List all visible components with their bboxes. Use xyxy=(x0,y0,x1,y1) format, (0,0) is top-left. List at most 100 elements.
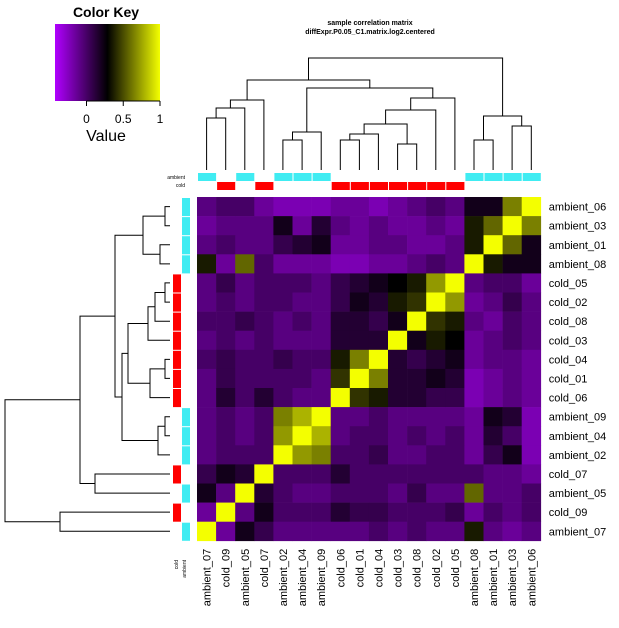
heatmap-cell-cold_03-cold_09 xyxy=(216,330,236,351)
heatmap-cell-cold_07-cold_05 xyxy=(445,464,465,484)
heatmap-cell-ambient_02-cold_03 xyxy=(388,445,408,465)
heatmap-cell-ambient_08-ambient_02 xyxy=(273,254,293,274)
col-annotation-cold_05 xyxy=(446,182,465,190)
col-annotation-ambient_01 xyxy=(484,173,503,181)
heatmap-cell-ambient_02-ambient_08 xyxy=(464,445,484,465)
col-label-ambient_08: ambient_08 xyxy=(469,549,481,607)
heatmap-cell-cold_08-cold_01 xyxy=(349,311,370,331)
heatmap-cell-cold_02-ambient_07 xyxy=(197,292,217,312)
heatmap-cell-cold_08-ambient_01 xyxy=(483,311,503,331)
heatmap-cell-cold_09-cold_08 xyxy=(407,502,427,522)
row-label-ambient_02: ambient_02 xyxy=(549,450,607,462)
col-label-ambient_02: ambient_02 xyxy=(278,549,290,607)
heatmap-cell-ambient_05-cold_08 xyxy=(407,483,427,503)
heatmap-cell-ambient_09-ambient_04 xyxy=(292,407,312,427)
heatmap-cell-cold_05-ambient_02 xyxy=(273,273,293,293)
annotation-label-ambient-rotated: ambient xyxy=(182,559,188,577)
heatmap-cell-ambient_04-ambient_04 xyxy=(292,426,312,446)
col-annotation-ambient_04 xyxy=(293,173,312,181)
heatmap-cell-ambient_05-ambient_03 xyxy=(502,483,522,503)
row-label-cold_03: cold_03 xyxy=(549,335,588,347)
heatmap-cell-ambient_01-cold_03 xyxy=(388,235,408,255)
heatmap-cell-ambient_06-ambient_08 xyxy=(464,197,484,217)
heatmap-cell-cold_02-cold_09 xyxy=(216,292,236,312)
heatmap-cell-cold_05-cold_02 xyxy=(426,273,446,293)
heatmap-cell-ambient_08-cold_02 xyxy=(426,254,446,274)
heatmap-cell-ambient_01-cold_09 xyxy=(216,235,236,255)
heatmap-cell-ambient_07-cold_01 xyxy=(349,521,370,542)
heatmap-cell-ambient_06-cold_01 xyxy=(349,197,370,217)
heatmap-cell-cold_04-ambient_01 xyxy=(483,349,503,370)
heatmap-cell-cold_04-ambient_03 xyxy=(502,349,522,370)
heatmap-cell-ambient_09-cold_05 xyxy=(445,407,465,427)
heatmap-cell-ambient_09-cold_08 xyxy=(407,407,427,427)
heatmap-cell-cold_05-ambient_04 xyxy=(292,273,312,293)
heatmap-cell-ambient_08-ambient_03 xyxy=(502,254,522,274)
col-label-cold_05: cold_05 xyxy=(450,549,462,588)
heatmap-cell-ambient_05-ambient_05 xyxy=(235,483,255,503)
heatmap-cell-cold_03-ambient_04 xyxy=(292,330,312,351)
heatmap-cell-cold_04-cold_05 xyxy=(445,349,465,370)
heatmap-cell-ambient_04-ambient_02 xyxy=(273,426,293,446)
row-annotation-cold_08 xyxy=(173,312,181,331)
heatmap-cell-ambient_01-ambient_04 xyxy=(292,235,312,255)
col-annotation-cold_07 xyxy=(255,182,274,190)
heatmap-cell-ambient_06-cold_07 xyxy=(254,197,274,217)
chart-title: sample correlation matrix xyxy=(327,20,412,27)
heatmap-cell-cold_09-ambient_04 xyxy=(292,502,312,522)
heatmap-cell-ambient_03-cold_04 xyxy=(368,216,389,236)
heatmap-cell-ambient_02-ambient_02 xyxy=(273,445,293,465)
heatmap-cell-cold_08-ambient_02 xyxy=(273,311,293,331)
heatmap-cell-ambient_07-cold_04 xyxy=(368,521,389,542)
row-label-ambient_09: ambient_09 xyxy=(549,412,607,424)
heatmap-cell-cold_07-cold_02 xyxy=(426,464,446,484)
heatmap-cell-ambient_07-cold_03 xyxy=(388,521,408,542)
heatmap-cell-ambient_08-ambient_01 xyxy=(483,254,503,274)
heatmap-cell-cold_01-cold_08 xyxy=(407,368,427,389)
heatmap-cell-cold_02-ambient_09 xyxy=(311,292,331,312)
heatmap-cell-ambient_05-cold_07 xyxy=(254,483,274,503)
heatmap-cell-ambient_08-ambient_07 xyxy=(197,254,217,274)
heatmap-cell-ambient_08-cold_03 xyxy=(388,254,408,274)
color-key-tick-label: 0.5 xyxy=(115,112,132,126)
color-key-gradient xyxy=(55,24,160,101)
heatmap-cell-cold_04-ambient_09 xyxy=(311,349,331,370)
heatmap-cell-cold_09-cold_09 xyxy=(216,502,236,522)
heatmap-cell-ambient_08-ambient_05 xyxy=(235,254,255,274)
column-labels: ambient_07 cold_09 ambient_05 cold_07 ambien… xyxy=(202,549,539,607)
heatmap-cell-ambient_05-cold_09 xyxy=(216,483,236,503)
heatmap-cell-cold_08-cold_05 xyxy=(445,311,465,331)
heatmap-cell-cold_07-ambient_02 xyxy=(273,464,293,484)
heatmap-cell-cold_02-ambient_02 xyxy=(273,292,293,312)
heatmap-cell-cold_05-cold_08 xyxy=(407,273,427,293)
heatmap-cell-cold_08-cold_09 xyxy=(216,311,236,331)
heatmap-cell-ambient_09-ambient_06 xyxy=(521,407,542,427)
heatmap-cell-ambient_04-ambient_08 xyxy=(464,426,484,446)
col-label-ambient_01: ambient_01 xyxy=(488,549,500,607)
heatmap-cell-ambient_07-ambient_03 xyxy=(502,521,522,542)
row-label-ambient_05: ambient_05 xyxy=(549,488,607,500)
heatmap-cell-cold_09-cold_03 xyxy=(388,502,408,522)
heatmap-cell-cold_01-ambient_05 xyxy=(235,368,255,389)
heatmap-cell-ambient_09-ambient_07 xyxy=(197,407,217,427)
heatmap-cell-cold_03-cold_04 xyxy=(368,330,389,351)
heatmap-cell-cold_06-ambient_06 xyxy=(521,388,542,408)
col-label-cold_03: cold_03 xyxy=(393,549,405,588)
annotation-label-cold-rotated: cold xyxy=(174,560,180,569)
heatmap-cell-ambient_06-cold_09 xyxy=(216,197,236,217)
heatmap-cell-cold_05-cold_05 xyxy=(445,273,465,293)
heatmap-cell-cold_03-cold_08 xyxy=(407,330,427,351)
heatmap-cell-ambient_08-cold_07 xyxy=(254,254,274,274)
heatmap-cell-ambient_07-ambient_05 xyxy=(235,521,255,542)
heatmap-cell-cold_02-ambient_01 xyxy=(483,292,503,312)
col-label-cold_07: cold_07 xyxy=(259,549,271,588)
heatmap-cell-cold_04-ambient_05 xyxy=(235,349,255,370)
heatmap-cell-ambient_03-cold_05 xyxy=(445,216,465,236)
heatmap-cell-cold_09-ambient_01 xyxy=(483,502,503,522)
heatmap-cell-ambient_05-cold_06 xyxy=(330,483,351,503)
heatmap-cell-cold_06-ambient_01 xyxy=(483,388,503,408)
heatmap-cell-ambient_09-cold_01 xyxy=(349,407,370,427)
heatmap-cell-ambient_08-cold_08 xyxy=(407,254,427,274)
heatmap-cell-cold_05-cold_07 xyxy=(254,273,274,293)
col-annotation-ambient_07 xyxy=(198,173,217,181)
